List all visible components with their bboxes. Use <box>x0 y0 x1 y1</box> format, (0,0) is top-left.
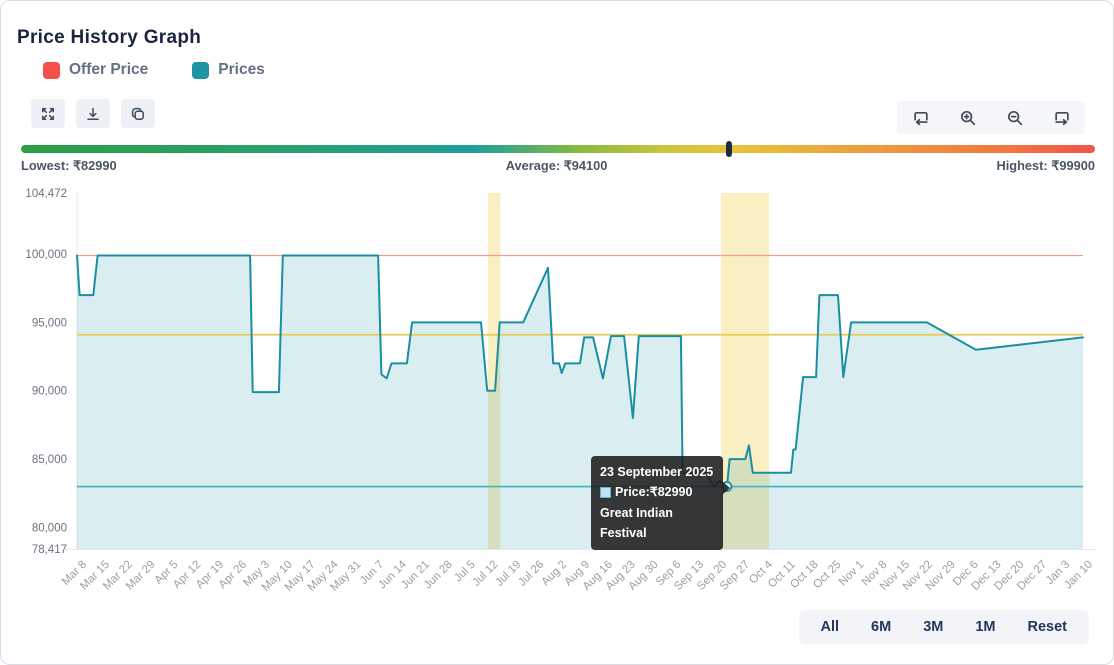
range-selector: All 6M 3M 1M Reset <box>798 610 1089 644</box>
current-price-marker <box>725 141 732 157</box>
page-title: Price History Graph <box>17 27 202 48</box>
x-axis-label: Aug 2 <box>540 559 570 589</box>
copy-button[interactable] <box>121 99 155 128</box>
average-price-label: Average: ₹94100 <box>505 158 608 173</box>
prices-swatch <box>192 61 210 79</box>
y-axis-label: 95,000 <box>32 317 67 329</box>
y-axis-label: 80,000 <box>32 522 67 534</box>
range-button-reset[interactable]: Reset <box>1027 619 1068 635</box>
lowest-price-label: Lowest: ₹82990 <box>21 158 117 173</box>
pan-right-button[interactable] <box>1053 109 1071 127</box>
price-summary-row: Lowest: ₹82990 Average: ₹94100 Highest: … <box>21 158 1095 174</box>
offer-price-swatch <box>43 61 60 79</box>
y-axis-label: 90,000 <box>32 386 67 398</box>
y-axis-label: 78,417 <box>32 544 67 556</box>
range-button-1m[interactable]: 1M <box>975 619 996 635</box>
chart-toolbar-left <box>31 99 155 128</box>
fullscreen-button[interactable] <box>31 99 65 128</box>
tooltip-price: Price:₹82990 <box>615 485 693 500</box>
legend-label-prices: Prices <box>218 61 265 78</box>
tooltip-series-swatch <box>600 486 611 498</box>
legend-label-offer-price: Offer Price <box>69 61 149 78</box>
zoom-in-icon <box>960 110 975 125</box>
price-area-fill <box>77 255 1083 549</box>
zoom-in-button[interactable] <box>959 109 977 127</box>
highest-price-label: Highest: ₹99900 <box>996 158 1095 173</box>
y-axis-label: 100,000 <box>25 249 67 261</box>
chart-legend: Offer Price Prices <box>43 61 265 79</box>
range-button-6m[interactable]: 6M <box>871 619 892 635</box>
chart-tooltip: 23 September 2025 Price:₹82990 Great Ind… <box>591 456 730 550</box>
copy-icon <box>131 107 144 120</box>
range-button-all[interactable]: All <box>820 619 840 635</box>
pan-left-icon <box>913 111 928 125</box>
zoom-out-button[interactable] <box>1006 109 1024 127</box>
range-button-3m[interactable]: 3M <box>923 619 944 635</box>
tooltip-price-row: Price:₹82990 <box>600 482 714 502</box>
tooltip-event: Great Indian Festival <box>600 505 673 540</box>
x-axis-label: Nov 1 <box>837 559 867 589</box>
legend-item-offer-price: Offer Price <box>43 61 148 79</box>
pan-left-button[interactable] <box>912 109 930 127</box>
download-button[interactable] <box>76 99 110 128</box>
chart-toolbar-right <box>897 101 1085 134</box>
legend-item-prices: Prices <box>192 61 265 79</box>
price-history-chart[interactable]: 104,472 100,000 95,000 90,000 85,000 80,000 78… <box>1 186 1114 616</box>
y-axis-label: 85,000 <box>32 454 67 466</box>
download-icon <box>87 107 99 120</box>
y-axis-label: 104,472 <box>25 188 67 200</box>
pan-right-icon <box>1054 111 1069 125</box>
x-axis-label: Jul 26 <box>516 559 546 589</box>
price-line <box>76 254 1084 488</box>
price-range-gradient-bar <box>21 145 1095 153</box>
sale-highlight-band <box>487 193 501 549</box>
fullscreen-icon <box>41 107 55 120</box>
zoom-out-icon <box>1007 110 1022 125</box>
tooltip-date: 23 September 2025 <box>600 465 714 479</box>
